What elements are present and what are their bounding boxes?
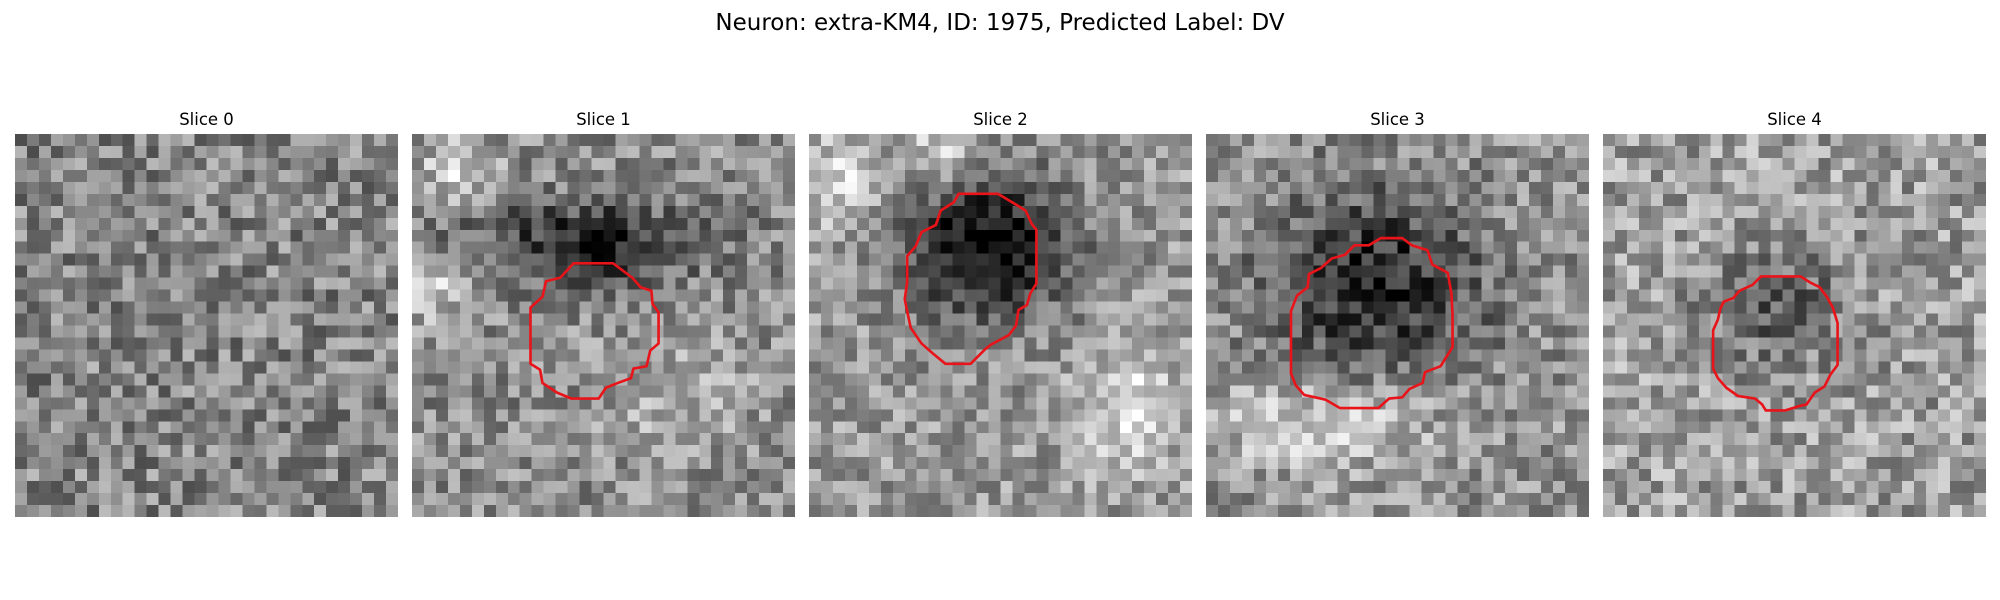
slice-title-4: Slice 4: [1767, 110, 1822, 129]
slice-image-2: [809, 134, 1192, 517]
slice-panel-3: Slice 3: [1206, 110, 1589, 517]
figure-title: Neuron: extra-KM4, ID: 1975, Predicted L…: [715, 10, 1285, 36]
slice-panel-1: Slice 1: [412, 110, 795, 517]
slice-title-3: Slice 3: [1370, 110, 1425, 129]
slice-title-2: Slice 2: [973, 110, 1028, 129]
segmentation-contour-1: [529, 261, 660, 400]
slice-image-3: [1206, 134, 1589, 517]
slice-panel-4: Slice 4: [1603, 110, 1986, 517]
slice-image-0: [15, 134, 398, 517]
slice-title-1: Slice 1: [576, 110, 631, 129]
segmentation-contour-3: [1289, 236, 1454, 410]
slice-title-0: Slice 0: [179, 110, 234, 129]
slice-image-1: [412, 134, 795, 517]
segmentation-contour-2: [903, 192, 1038, 366]
slice-image-4: [1603, 134, 1986, 517]
slice-panel-0: Slice 0: [15, 110, 398, 517]
slice-panel-2: Slice 2: [809, 110, 1192, 517]
segmentation-contour-4: [1711, 275, 1839, 412]
